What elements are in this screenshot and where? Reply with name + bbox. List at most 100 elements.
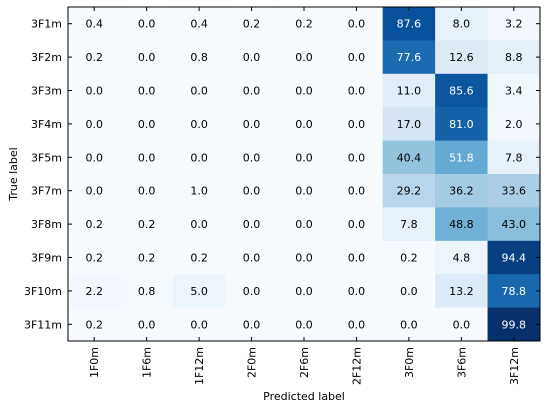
- cell-value-label: 0.4: [85, 18, 103, 31]
- cell-value-label: 0.0: [348, 51, 366, 64]
- cell-value-label: 0.0: [295, 151, 313, 164]
- heatmap-cell: [68, 73, 121, 108]
- cell-value-label: 0.0: [138, 18, 156, 31]
- cell-value-label: 0.0: [243, 285, 261, 298]
- y-tick-label: 3F8m: [31, 218, 62, 231]
- heatmap-cell: [487, 207, 541, 242]
- heatmap-cell: [382, 307, 436, 342]
- axis-ticks: [68, 7, 540, 341]
- heatmap-cell: [487, 73, 541, 108]
- cell-value-label: 0.0: [295, 218, 313, 231]
- cell-value-label: 0.2: [85, 252, 103, 265]
- cell-value-label: 0.0: [348, 151, 366, 164]
- heatmap-cell: [435, 207, 489, 242]
- heatmap-cell: [382, 73, 436, 108]
- cell-value-label: 0.0: [453, 318, 471, 331]
- heatmap-cell: [172, 307, 226, 342]
- heatmap-cell: [120, 240, 174, 275]
- heatmap-cell: [225, 240, 279, 275]
- cell-value-label: 0.0: [243, 151, 261, 164]
- cell-value-label: 36.2: [449, 185, 474, 198]
- cell-value-label: 0.0: [295, 118, 313, 131]
- x-tick-label: 3F0m: [403, 347, 416, 378]
- cell-value-label: 0.0: [400, 318, 418, 331]
- heatmap-cell: [277, 274, 331, 309]
- cell-value-label: 2.0: [505, 118, 523, 131]
- cell-value-label: 0.0: [243, 252, 261, 265]
- heatmap-cell: [277, 307, 331, 342]
- heatmap-cell: [435, 107, 489, 142]
- heatmap-cell: [225, 73, 279, 108]
- heatmap-cell: [382, 274, 436, 309]
- heatmap-cell: [225, 307, 279, 342]
- cell-value-label: 0.0: [138, 151, 156, 164]
- heatmap-cell: [382, 240, 436, 275]
- cell-value-label: 99.8: [502, 318, 527, 331]
- heatmap-cell: [382, 40, 436, 75]
- heatmap-cell: [382, 107, 436, 142]
- heatmap-cell: [225, 7, 279, 41]
- cell-value-label: 1.0: [190, 185, 208, 198]
- heatmap-cell: [68, 274, 121, 309]
- cell-value-label: 11.0: [397, 85, 422, 98]
- cell-value-label: 77.6: [397, 51, 422, 64]
- heatmap-cell: [487, 307, 541, 342]
- cell-value-label: 40.4: [397, 151, 422, 164]
- cell-value-label: 0.0: [85, 118, 103, 131]
- cell-value-label: 78.8: [502, 285, 527, 298]
- x-tick-label: 1F12m: [193, 347, 206, 385]
- cell-value-label: 8.8: [505, 51, 523, 64]
- heatmap-cell: [120, 7, 174, 41]
- heatmap-cell: [382, 140, 436, 175]
- cell-value-label: 0.0: [243, 218, 261, 231]
- cell-value-label: 0.2: [243, 18, 261, 31]
- cell-value-label: 0.0: [138, 318, 156, 331]
- cell-value-label: 0.0: [85, 185, 103, 198]
- heatmap-cells: [68, 7, 541, 342]
- heatmap-cell: [172, 7, 226, 41]
- heatmap-cell: [487, 174, 541, 208]
- heatmap-cell: [68, 140, 121, 175]
- heatmap-cell: [68, 307, 121, 342]
- cell-value-label: 87.6: [397, 18, 422, 31]
- cell-value-label: 2.2: [85, 285, 103, 298]
- heatmap-cell: [487, 7, 541, 41]
- cell-value-label: 0.0: [295, 252, 313, 265]
- heatmap-cell: [225, 174, 279, 208]
- heatmap-cell: [435, 73, 489, 108]
- cell-value-label: 0.2: [190, 252, 208, 265]
- cell-value-label: 0.2: [85, 51, 103, 64]
- y-tick-label: 3F11m: [24, 318, 62, 331]
- x-tick-labels: 1F0m 1F6m 1F12m 2F0m 2F6m 2F12m 3F0m 3F6m 3F12m: [88, 347, 521, 385]
- cell-value-label: 0.0: [348, 85, 366, 98]
- heatmap-cell: [172, 274, 226, 309]
- heatmap-cell: [435, 274, 489, 309]
- heatmap-cell: [330, 107, 384, 142]
- heatmap-cell: [172, 40, 226, 75]
- y-tick-label: 3F7m: [31, 185, 62, 198]
- heatmap-cell: [435, 7, 489, 41]
- cell-value-labels: 0.4 0.0 0.4 0.2 0.2 0.0 87.6 8.0 3.2 0.2 0.0 0.8 0.0…: [85, 18, 526, 332]
- heatmap-cell: [330, 40, 384, 75]
- cell-value-label: 3.2: [505, 18, 523, 31]
- cell-value-label: 0.0: [348, 318, 366, 331]
- heatmap-cell: [120, 274, 174, 309]
- y-tick-label: 3F1m: [31, 18, 62, 31]
- cell-value-label: 7.8: [400, 218, 418, 231]
- heatmap-cell: [68, 7, 121, 41]
- heatmap-cell: [172, 107, 226, 142]
- cell-value-label: 0.0: [243, 118, 261, 131]
- heatmap-cell: [487, 107, 541, 142]
- cell-value-label: 4.8: [453, 252, 471, 265]
- heatmap-cell: [487, 240, 541, 275]
- cell-value-label: 0.0: [295, 285, 313, 298]
- cell-value-label: 12.6: [449, 51, 474, 64]
- heatmap-cell: [435, 240, 489, 275]
- cell-value-label: 51.8: [449, 151, 474, 164]
- cell-value-label: 85.6: [449, 85, 474, 98]
- heatmap-cell: [68, 107, 121, 142]
- y-axis-label: True label: [7, 147, 20, 201]
- cell-value-label: 0.0: [348, 285, 366, 298]
- y-tick-label: 3F5m: [31, 151, 62, 164]
- heatmap-cell: [487, 140, 541, 175]
